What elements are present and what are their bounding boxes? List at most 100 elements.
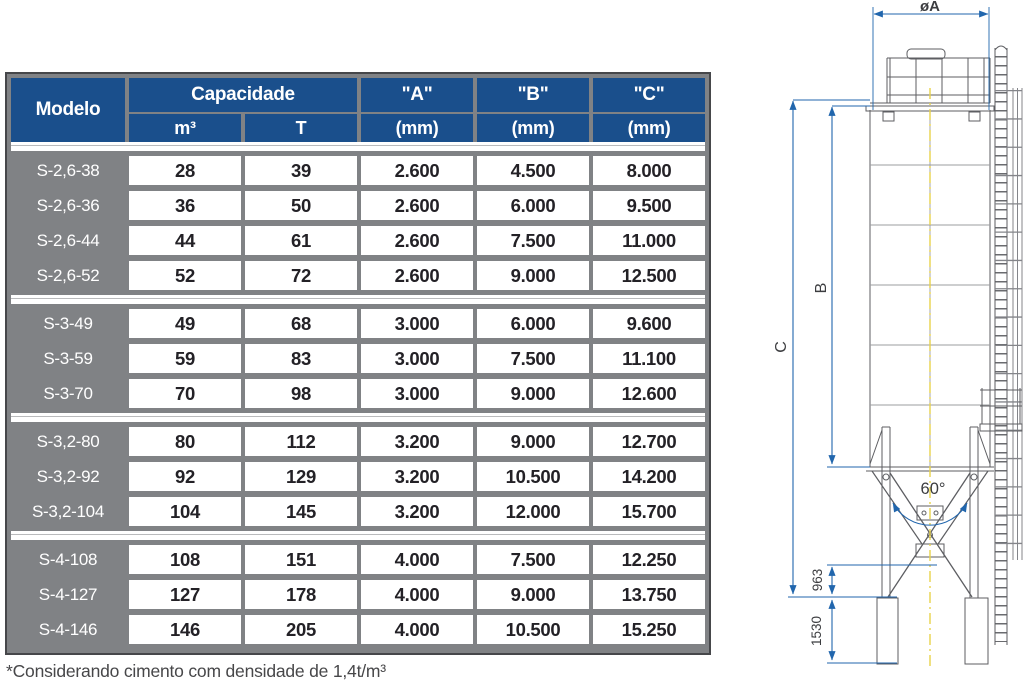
value-cell: 36 xyxy=(129,191,241,220)
model-cell: S-3,2-92 xyxy=(36,466,100,486)
guardrail-rails xyxy=(887,57,990,96)
group-separator xyxy=(11,413,705,422)
value-cell: 3.200 xyxy=(361,427,473,456)
value-cell: 12.000 xyxy=(477,497,589,526)
silo-spec-table: Modelo Capacidade "A" "B" "C" m³ T (mm) … xyxy=(5,72,711,655)
value-cell: 3.200 xyxy=(361,462,473,491)
value-cell: 80 xyxy=(129,427,241,456)
leg-gussets xyxy=(869,429,991,465)
value-cell: 11.000 xyxy=(593,226,705,255)
value-cell: 104 xyxy=(129,497,241,526)
value-cell: 7.500 xyxy=(477,226,589,255)
dimension-lines xyxy=(788,7,990,664)
label-963: 963 xyxy=(810,569,825,592)
group-separator xyxy=(11,531,705,540)
value-cell: 10.500 xyxy=(477,615,589,644)
value-cell: 83 xyxy=(245,344,357,373)
header-m3: m³ xyxy=(129,114,241,142)
value-cell: 70 xyxy=(129,379,241,408)
support-legs xyxy=(881,426,979,598)
model-cell: S-4-127 xyxy=(38,584,98,604)
value-cell: 3.000 xyxy=(361,379,473,408)
value-cell: 28 xyxy=(129,156,241,185)
value-cell: 10.500 xyxy=(477,462,589,491)
model-cell: S-3,2-104 xyxy=(32,501,104,521)
value-cell: 4.000 xyxy=(361,580,473,609)
value-cell: 9.000 xyxy=(477,261,589,290)
model-cell: S-2,6-36 xyxy=(36,195,100,215)
dimension-labels: øA C B 963 1530 60° xyxy=(773,0,945,646)
value-cell: 112 xyxy=(245,427,357,456)
header-dim-b: "B" xyxy=(477,78,589,112)
value-cell: 92 xyxy=(129,462,241,491)
value-cell: 15.700 xyxy=(593,497,705,526)
leg-pin xyxy=(970,473,978,481)
value-cell: 151 xyxy=(245,545,357,574)
value-cell: 205 xyxy=(245,615,357,644)
value-cell: 59 xyxy=(129,344,241,373)
valve-bolt xyxy=(921,510,927,516)
value-cell: 2.600 xyxy=(361,226,473,255)
angle-arc-60 xyxy=(892,502,968,526)
value-cell: 6.000 xyxy=(477,191,589,220)
value-cell: 9.000 xyxy=(477,427,589,456)
value-cell: 12.600 xyxy=(593,379,705,408)
model-cell: S-3,2-80 xyxy=(36,431,100,451)
model-group-s32: S-3,2-80 80 112 3.200 9.000 12.700 S-3,2… xyxy=(11,422,705,531)
value-cell: 98 xyxy=(245,379,357,408)
value-cell: 12.500 xyxy=(593,261,705,290)
value-cell: 50 xyxy=(245,191,357,220)
model-cell: S-3-70 xyxy=(43,383,93,403)
value-cell: 4.500 xyxy=(477,156,589,185)
value-cell: 12.700 xyxy=(593,427,705,456)
value-cell: 9.000 xyxy=(477,379,589,408)
value-cell: 9.000 xyxy=(477,580,589,609)
pedestal-left xyxy=(876,597,899,665)
model-cell: S-4-108 xyxy=(38,549,98,569)
platform-railing xyxy=(980,388,1022,424)
label-diameter: øA xyxy=(920,0,940,15)
model-cell: S-3-59 xyxy=(43,348,93,368)
model-group-s26: S-2,6-38 28 39 2.600 4.500 8.000 S-2,6-3… xyxy=(11,151,705,295)
density-footnote: *Considerando cimento com densidade de 1… xyxy=(6,661,386,681)
value-cell: 13.750 xyxy=(593,580,705,609)
value-cell: 129 xyxy=(245,462,357,491)
silo-technical-drawing: øA C B 963 1530 60° xyxy=(773,0,1023,668)
value-cell: 145 xyxy=(245,497,357,526)
lifting-lug-left xyxy=(882,111,895,122)
header-t: T xyxy=(245,114,357,142)
value-cell: 7.500 xyxy=(477,545,589,574)
model-group-s4: S-4-108 108 151 4.000 7.500 12.250 S-4-1… xyxy=(11,540,705,649)
value-cell: 9.500 xyxy=(593,191,705,220)
value-cell: 39 xyxy=(245,156,357,185)
header-mm-c: (mm) xyxy=(593,114,705,142)
value-cell: 49 xyxy=(129,309,241,338)
valve-bolt xyxy=(933,510,939,516)
model-cell: S-2,6-44 xyxy=(36,230,100,250)
group-separator xyxy=(11,295,705,304)
roof-hatch xyxy=(906,48,946,60)
value-cell: 61 xyxy=(245,226,357,255)
model-cell: S-2,6-38 xyxy=(36,160,100,180)
value-cell: 52 xyxy=(129,261,241,290)
model-cell: S-2,6-52 xyxy=(36,265,100,285)
header-modelo: Modelo xyxy=(11,78,125,142)
label-angle: 60° xyxy=(921,480,946,498)
value-cell: 7.500 xyxy=(477,344,589,373)
silo-diagram: øA C B 963 1530 60° xyxy=(770,0,1024,689)
value-cell: 108 xyxy=(129,545,241,574)
value-cell: 12.250 xyxy=(593,545,705,574)
value-cell: 146 xyxy=(129,615,241,644)
group-separator xyxy=(11,142,705,151)
leg-pin xyxy=(882,473,890,481)
value-cell: 44 xyxy=(129,226,241,255)
table-header: Modelo Capacidade "A" "B" "C" m³ T (mm) … xyxy=(11,78,705,142)
header-capacidade: Capacidade xyxy=(129,78,357,112)
value-cell: 72 xyxy=(245,261,357,290)
rest-platform xyxy=(979,423,1023,432)
label-b: B xyxy=(813,283,830,294)
header-mm-b: (mm) xyxy=(477,114,589,142)
value-cell: 15.250 xyxy=(593,615,705,644)
cage-verticals xyxy=(1012,88,1023,560)
